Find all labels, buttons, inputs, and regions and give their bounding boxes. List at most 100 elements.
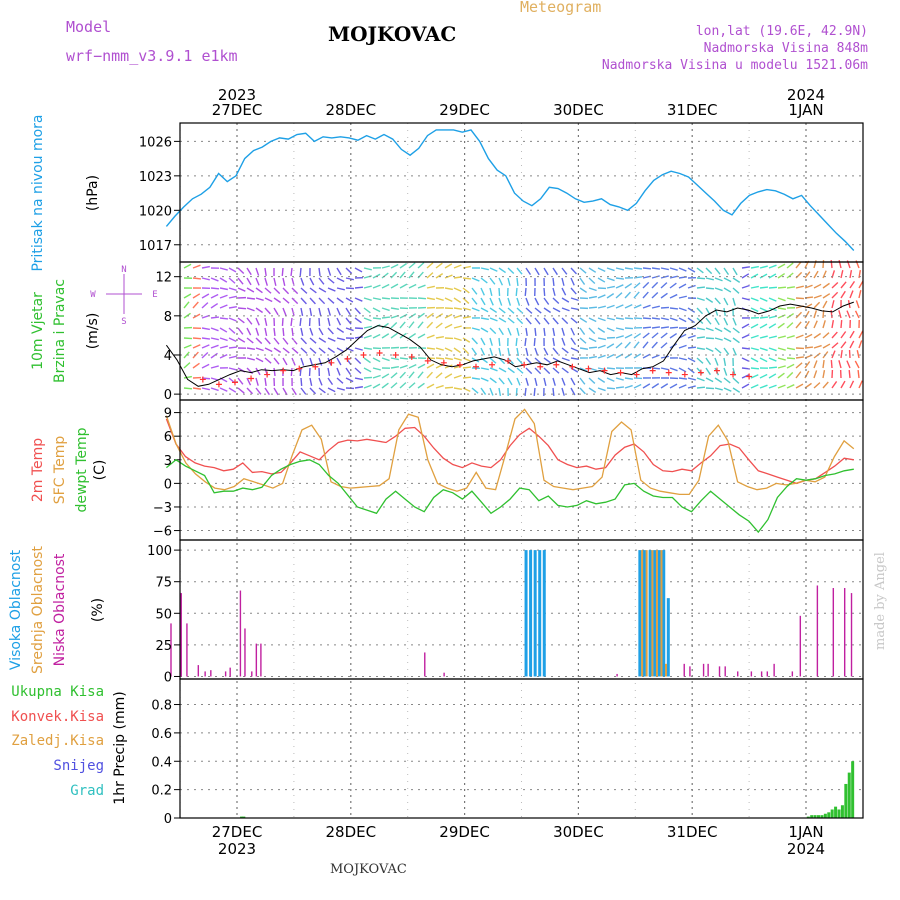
wind-barb [435, 384, 444, 389]
wind-barb [822, 293, 831, 299]
wind-barb [255, 277, 260, 286]
wind-barb [435, 262, 443, 269]
cloud-bar [718, 666, 721, 677]
wind-barb [291, 297, 299, 305]
wind-barb [588, 377, 596, 384]
wind-barb [838, 260, 842, 269]
wind-barb [309, 277, 315, 286]
precip-axis-label: 1hr Precip (mm) [112, 691, 128, 804]
precip-legend-label: Snijeg [53, 758, 104, 774]
wind-gust-marker [328, 359, 335, 366]
wind-barb [489, 357, 497, 364]
wind-barb [795, 311, 803, 319]
wind-barb [624, 317, 634, 320]
wind-barb [453, 347, 461, 354]
wind-barb [597, 294, 606, 299]
wind-barb [291, 307, 295, 316]
wind-barb [264, 317, 268, 326]
wind-barb [363, 367, 372, 373]
wind-gust-marker [360, 351, 367, 358]
wind-barb [210, 327, 219, 332]
wind-barb [300, 307, 304, 316]
wind-barb [588, 337, 597, 343]
wind-barb [426, 383, 435, 389]
wind-barb [480, 327, 489, 333]
wind-barb [533, 387, 536, 397]
wind-barb [255, 387, 262, 395]
wind-legend-e: E [152, 290, 157, 300]
cloud-bar [443, 672, 445, 677]
wind-barb [291, 337, 298, 345]
wind-barb [705, 317, 712, 325]
wind-barb [651, 367, 661, 370]
wind-barb [507, 277, 511, 286]
wind-barb [363, 347, 373, 350]
wind-barb [642, 326, 652, 329]
wind-barb [453, 287, 462, 292]
wind-barb [588, 327, 596, 335]
wind-barb [246, 307, 255, 312]
wind-barb [363, 275, 372, 279]
wind-barb [228, 346, 238, 349]
temperature-panel-frame [179, 399, 864, 541]
wind-barb [714, 337, 723, 341]
wind-barb [264, 287, 272, 294]
wind-barb [813, 344, 822, 349]
precip-y-tick-label: 0.8 [151, 699, 172, 714]
wind-barb [615, 277, 625, 280]
wind-barb [381, 283, 390, 289]
wind-barb [741, 334, 750, 339]
wind-barb [579, 337, 587, 344]
wind-barb [777, 365, 786, 369]
wind-barb [768, 384, 777, 389]
wind-barb [804, 271, 811, 279]
wind-barb [363, 334, 372, 339]
wind-barb [435, 297, 444, 301]
wind-barb [480, 317, 489, 321]
wind-barb [561, 347, 569, 354]
wind-barb [408, 321, 415, 329]
wind-barb [723, 297, 729, 306]
wind-barb [246, 287, 255, 293]
wind-barb [678, 344, 687, 349]
wind-barb [669, 293, 678, 299]
wind-barb [210, 316, 220, 319]
wind-barb [660, 332, 668, 339]
wind-barb [831, 300, 835, 309]
wind-barb [309, 347, 317, 354]
wind-barb [552, 347, 559, 355]
wind-barb [192, 337, 202, 340]
wind-barb [786, 286, 796, 289]
wind-barb [579, 287, 588, 294]
wind-barb [705, 327, 714, 332]
wind-barb [498, 317, 507, 323]
wind-barb [759, 307, 768, 312]
wind-barb [705, 357, 712, 365]
wind-barb [615, 342, 623, 349]
cloud-bar [843, 588, 846, 677]
wind-barb [345, 297, 354, 303]
wind-barb [336, 307, 341, 316]
cloud-bar [533, 550, 537, 677]
wind-barb [651, 326, 661, 329]
wind-barb [480, 367, 489, 371]
wind-barb [813, 301, 821, 309]
wind-barb [516, 377, 521, 386]
wind-barb [768, 286, 778, 289]
wind-barb [480, 347, 486, 356]
wind-barb [696, 357, 704, 364]
cloud-bar [816, 585, 819, 677]
wind-barb [219, 337, 228, 342]
wind-barb [515, 337, 518, 347]
wind-barb [507, 367, 515, 374]
wind-barb [489, 367, 498, 372]
wind-barb [651, 275, 660, 279]
cloud-bar [645, 550, 648, 677]
wind-gust-marker [344, 355, 351, 362]
wind-barb [228, 295, 237, 299]
wind-barb [336, 357, 342, 366]
wind-barb [390, 382, 398, 389]
wind-barb [597, 327, 606, 333]
wind-barb [237, 387, 245, 394]
wind-barb [300, 377, 303, 387]
